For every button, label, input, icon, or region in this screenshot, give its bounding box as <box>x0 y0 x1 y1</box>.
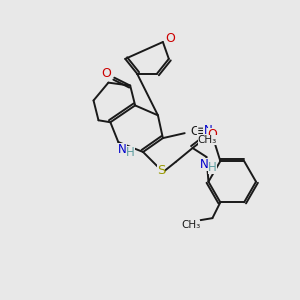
Text: O: O <box>208 128 218 141</box>
Text: N: N <box>200 158 209 171</box>
Text: CH₃: CH₃ <box>198 135 217 145</box>
Text: O: O <box>101 67 111 80</box>
Text: C: C <box>190 125 199 138</box>
Text: O: O <box>165 32 175 44</box>
Text: S: S <box>157 164 165 177</box>
Text: H: H <box>126 146 135 160</box>
Text: ≡: ≡ <box>196 125 207 138</box>
Text: N: N <box>118 142 127 155</box>
Text: N: N <box>203 124 212 137</box>
Text: H: H <box>208 161 217 174</box>
Text: CH₃: CH₃ <box>181 220 200 230</box>
